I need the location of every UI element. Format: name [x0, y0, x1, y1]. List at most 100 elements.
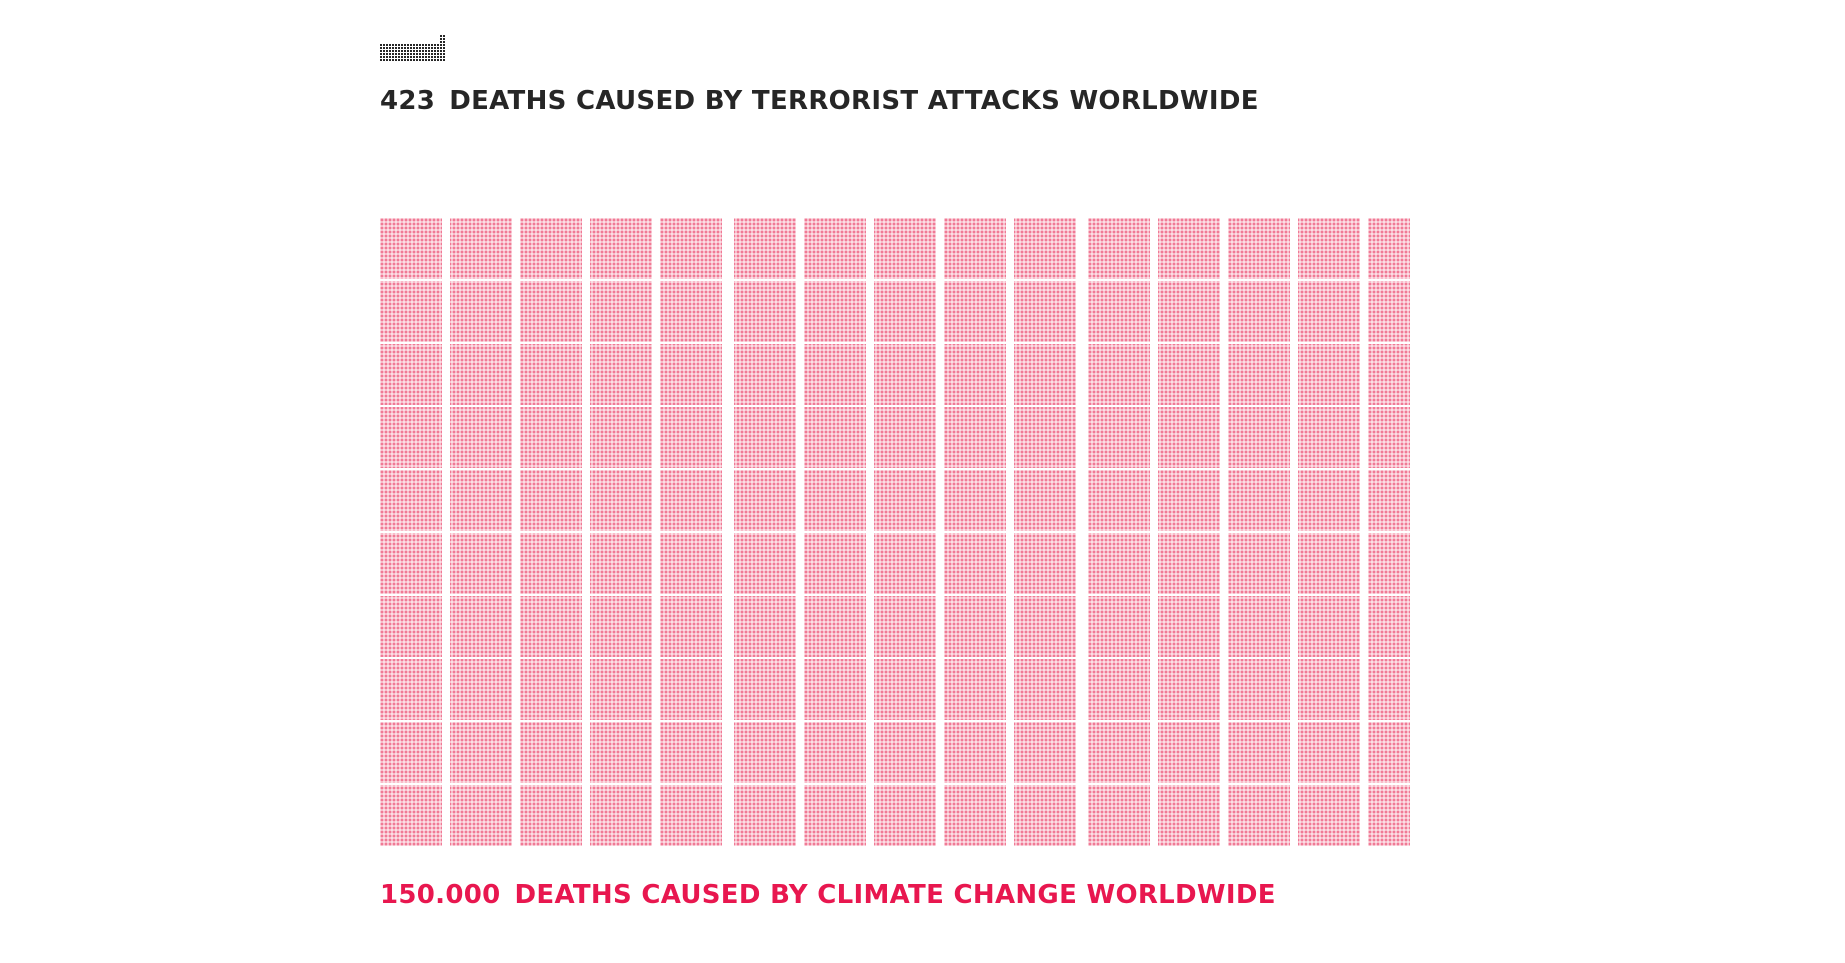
climate-dot-block-33 — [590, 407, 652, 468]
climate-dot-block-16 — [450, 596, 512, 657]
terrorist-deaths-dot-grid — [380, 35, 446, 62]
climate-dot-block-11 — [450, 281, 512, 342]
climate-dot-block-87 — [944, 659, 1006, 720]
climate-dot-block-127 — [1228, 659, 1290, 720]
climate-dot-block-132 — [1298, 344, 1360, 405]
climate-dot-block-70 — [874, 218, 936, 279]
climate-dot-block-4 — [380, 470, 442, 531]
climate-dot-block-17 — [450, 659, 512, 720]
climate-dot-block-140 — [1368, 218, 1410, 279]
climate-dot-block-85 — [944, 533, 1006, 594]
climate-dot-block-25 — [520, 533, 582, 594]
climate-dot-block-40 — [660, 218, 722, 279]
climate-dot-block-28 — [520, 722, 582, 783]
climate-dot-block-24 — [520, 470, 582, 531]
climate-dot-block-65 — [804, 533, 866, 594]
climate-dot-block-60 — [804, 218, 866, 279]
climate-dot-block-149 — [1368, 785, 1410, 846]
climate-dot-block-72 — [874, 344, 936, 405]
climate-dot-block-68 — [804, 722, 866, 783]
climate-dot-block-27 — [520, 659, 582, 720]
climate-dot-block-67 — [804, 659, 866, 720]
climate-dot-block-52 — [734, 344, 796, 405]
climate-label: DEATHS CAUSED BY CLIMATE CHANGE WORLDWID… — [514, 880, 1276, 910]
climate-dot-block-13 — [450, 407, 512, 468]
climate-dot-block-102 — [1088, 344, 1150, 405]
climate-dot-block-14 — [450, 470, 512, 531]
climate-dot-block-2 — [380, 344, 442, 405]
climate-dot-block-64 — [804, 470, 866, 531]
climate-dot-block-83 — [944, 407, 1006, 468]
climate-count: 150.000 — [380, 880, 501, 910]
climate-dot-block-47 — [660, 659, 722, 720]
climate-dot-block-105 — [1088, 533, 1150, 594]
climate-dot-block-126 — [1228, 596, 1290, 657]
climate-dot-block-147 — [1368, 659, 1410, 720]
climate-dot-block-130 — [1298, 218, 1360, 279]
climate-dot-block-109 — [1088, 785, 1150, 846]
climate-dot-block-18 — [450, 722, 512, 783]
climate-dot-block-119 — [1158, 785, 1220, 846]
terrorism-dot-block — [380, 44, 440, 62]
climate-dot-block-57 — [734, 659, 796, 720]
climate-dot-block-39 — [590, 785, 652, 846]
climate-dot-block-54 — [734, 470, 796, 531]
climate-dot-block-7 — [380, 659, 442, 720]
climate-dot-block-114 — [1158, 470, 1220, 531]
climate-dot-block-37 — [590, 659, 652, 720]
climate-dot-block-115 — [1158, 533, 1220, 594]
climate-dot-block-123 — [1228, 407, 1290, 468]
climate-dot-block-104 — [1088, 470, 1150, 531]
climate-dot-block-1 — [380, 281, 442, 342]
climate-dot-block-92 — [1014, 344, 1076, 405]
climate-dot-block-69 — [804, 785, 866, 846]
climate-dot-block-97 — [1014, 659, 1076, 720]
climate-dot-block-29 — [520, 785, 582, 846]
climate-dot-block-81 — [944, 281, 1006, 342]
climate-dot-block-94 — [1014, 470, 1076, 531]
climate-dot-block-26 — [520, 596, 582, 657]
climate-dot-block-131 — [1298, 281, 1360, 342]
climate-dot-block-12 — [450, 344, 512, 405]
climate-deaths-dot-grid — [380, 218, 1410, 846]
climate-dot-block-22 — [520, 344, 582, 405]
climate-dot-block-79 — [874, 785, 936, 846]
climate-dot-block-58 — [734, 722, 796, 783]
climate-dot-block-117 — [1158, 659, 1220, 720]
climate-dot-block-134 — [1298, 470, 1360, 531]
climate-dot-block-89 — [944, 785, 1006, 846]
climate-label-row: 150.000 DEATHS CAUSED BY CLIMATE CHANGE … — [380, 880, 1276, 916]
climate-dot-block-50 — [734, 218, 796, 279]
climate-dot-block-113 — [1158, 407, 1220, 468]
climate-dot-block-98 — [1014, 722, 1076, 783]
climate-dot-block-6 — [380, 596, 442, 657]
climate-dot-block-135 — [1298, 533, 1360, 594]
climate-dot-block-82 — [944, 344, 1006, 405]
climate-dot-block-106 — [1088, 596, 1150, 657]
climate-dot-block-56 — [734, 596, 796, 657]
climate-dot-block-103 — [1088, 407, 1150, 468]
climate-dot-block-49 — [660, 785, 722, 846]
climate-dot-block-44 — [660, 470, 722, 531]
climate-dot-block-55 — [734, 533, 796, 594]
climate-dot-block-136 — [1298, 596, 1360, 657]
terrorism-count: 423 — [380, 86, 436, 116]
climate-dot-block-101 — [1088, 281, 1150, 342]
climate-dot-block-51 — [734, 281, 796, 342]
climate-dot-block-107 — [1088, 659, 1150, 720]
climate-dot-block-10 — [450, 218, 512, 279]
climate-dot-block-53 — [734, 407, 796, 468]
terrorism-dot-block-partial — [440, 35, 446, 62]
climate-dot-block-73 — [874, 407, 936, 468]
climate-dot-block-128 — [1228, 722, 1290, 783]
climate-dot-block-75 — [874, 533, 936, 594]
terrorism-label: DEATHS CAUSED BY TERRORIST ATTACKS WORLD… — [449, 86, 1259, 116]
climate-dot-block-35 — [590, 533, 652, 594]
climate-dot-block-31 — [590, 281, 652, 342]
climate-dot-block-48 — [660, 722, 722, 783]
climate-dot-block-90 — [1014, 218, 1076, 279]
climate-dot-block-143 — [1368, 407, 1410, 468]
climate-dot-block-62 — [804, 344, 866, 405]
climate-dot-block-116 — [1158, 596, 1220, 657]
climate-dot-block-45 — [660, 533, 722, 594]
